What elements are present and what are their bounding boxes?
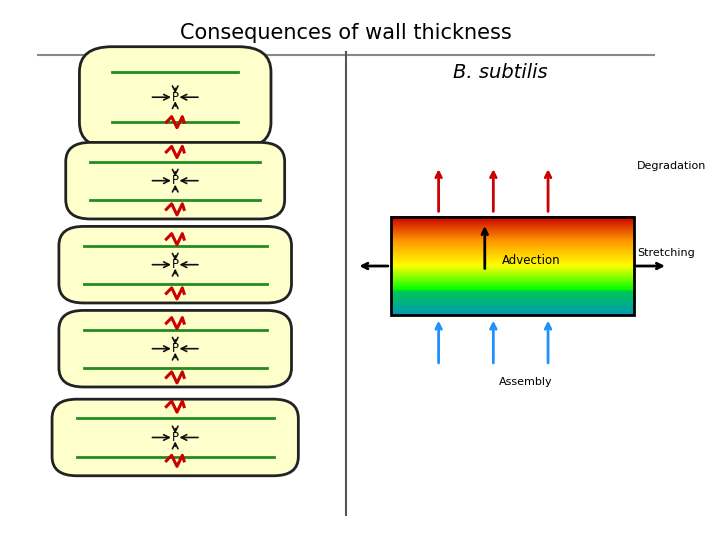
Text: P: P [171, 91, 179, 104]
Text: P: P [171, 431, 179, 444]
Text: Stretching: Stretching [637, 248, 695, 258]
Text: B. subtilis: B. subtilis [453, 63, 547, 82]
FancyBboxPatch shape [66, 143, 284, 219]
Bar [391, 217, 634, 315]
FancyBboxPatch shape [52, 399, 298, 476]
Text: P: P [171, 342, 179, 355]
Text: E. coli: E. coli [146, 63, 204, 82]
FancyBboxPatch shape [59, 226, 292, 303]
FancyBboxPatch shape [59, 310, 292, 387]
Text: P: P [171, 174, 179, 187]
Text: Degradation: Degradation [637, 161, 706, 171]
Text: P: P [171, 258, 179, 271]
Text: Advection: Advection [502, 254, 560, 267]
Text: Consequences of wall thickness: Consequences of wall thickness [181, 23, 512, 43]
FancyBboxPatch shape [79, 46, 271, 148]
Text: Assembly: Assembly [499, 377, 553, 387]
